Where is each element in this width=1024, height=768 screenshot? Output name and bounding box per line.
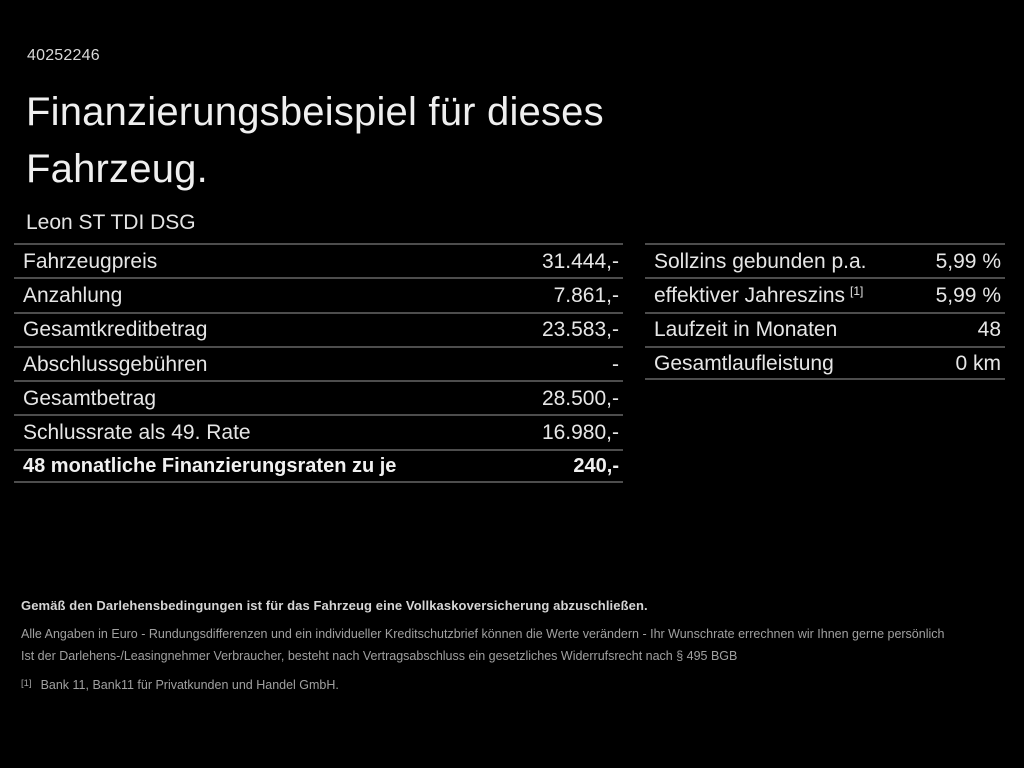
footer: Gemäß den Darlehensbedingungen ist für d… — [21, 598, 1011, 692]
row-label: Gesamtlaufleistung — [654, 351, 834, 375]
row-value: 5,99 % — [935, 283, 1001, 307]
table-row-gesamtkreditbetrag: Gesamtkreditbetrag 23.583,- — [14, 311, 623, 346]
row-value: 240,- — [573, 454, 619, 477]
row-label: effektiver Jahreszins [1] — [654, 283, 864, 307]
row-label: Anzahlung — [23, 283, 123, 307]
table-row-laufzeit: Laufzeit in Monaten 48 — [645, 311, 1005, 346]
footnote-text: Bank 11, Bank11 für Privatkunden und Han… — [40, 678, 339, 692]
table-row-gesamtbetrag: Gesamtbetrag 28.500,- — [14, 380, 623, 414]
row-value: 0 km — [955, 351, 1001, 375]
row-value: 23.583,- — [541, 318, 619, 342]
page-title-line1: Finanzierungsbeispiel für dieses — [26, 90, 604, 134]
bank-footnote: [1] Bank 11, Bank11 für Privatkunden und … — [21, 678, 1011, 692]
row-label: Abschlussgebühren — [23, 352, 208, 376]
ref-number: 40252246 — [27, 47, 100, 64]
conditions-table: Sollzins gebunden p.a. 5,99 % effektiver… — [645, 243, 1005, 381]
table-row-fahrzeugpreis: Fahrzeugpreis 31.444,- — [14, 243, 623, 277]
row-label: Schlussrate als 49. Rate — [23, 421, 251, 445]
table-row-monatsrate: 48 monatliche Finanzierungsraten zu je 2… — [14, 448, 623, 484]
table-row-sollzins: Sollzins gebunden p.a. 5,99 % — [645, 243, 1005, 277]
model-name: Leon ST TDI DSG — [26, 211, 196, 234]
row-label: Gesamtkreditbetrag — [23, 318, 208, 342]
table-row-gesamtlaufleistung: Gesamtlaufleistung 0 km — [645, 345, 1005, 381]
page-title: Finanzierungsbeispiel für dieses Fahrzeu… — [26, 84, 604, 198]
row-value: 5,99 % — [935, 249, 1001, 273]
disclaimer-line-1: Alle Angaben in Euro - Rundungsdifferenz… — [21, 627, 945, 641]
footnote-marker: [1] — [850, 283, 864, 298]
disclaimer-line-2: Ist der Darlehens-/Leasingnehmer Verbrau… — [21, 649, 738, 663]
row-value: 28.500,- — [541, 386, 619, 410]
table-row-anzahlung: Anzahlung 7.861,- — [14, 277, 623, 311]
row-label: Gesamtbetrag — [23, 386, 157, 410]
finance-table: Fahrzeugpreis 31.444,- Anzahlung 7.861,-… — [14, 243, 623, 484]
row-label: Laufzeit in Monaten — [654, 318, 838, 342]
row-label: Sollzins gebunden p.a. — [654, 249, 867, 273]
row-value: 48 — [977, 318, 1001, 342]
row-value: 31.444,- — [541, 249, 619, 273]
table-row-abschlussgebuehren: Abschlussgebühren - — [14, 345, 623, 380]
row-value: - — [612, 352, 619, 376]
row-label: Fahrzeugpreis — [23, 249, 158, 273]
footnote-marker: [1] — [21, 678, 32, 689]
row-value: 7.861,- — [553, 283, 619, 307]
row-label: 48 monatliche Finanzierungsraten zu je — [23, 454, 397, 477]
insurance-note: Gemäß den Darlehensbedingungen ist für d… — [21, 598, 648, 613]
row-value: 16.980,- — [541, 421, 619, 445]
table-row-schlussrate: Schlussrate als 49. Rate 16.980,- — [14, 414, 623, 448]
page-title-line2: Fahrzeug. — [26, 147, 208, 191]
table-row-effektiver-jahreszins: effektiver Jahreszins [1] 5,99 % — [645, 277, 1005, 311]
